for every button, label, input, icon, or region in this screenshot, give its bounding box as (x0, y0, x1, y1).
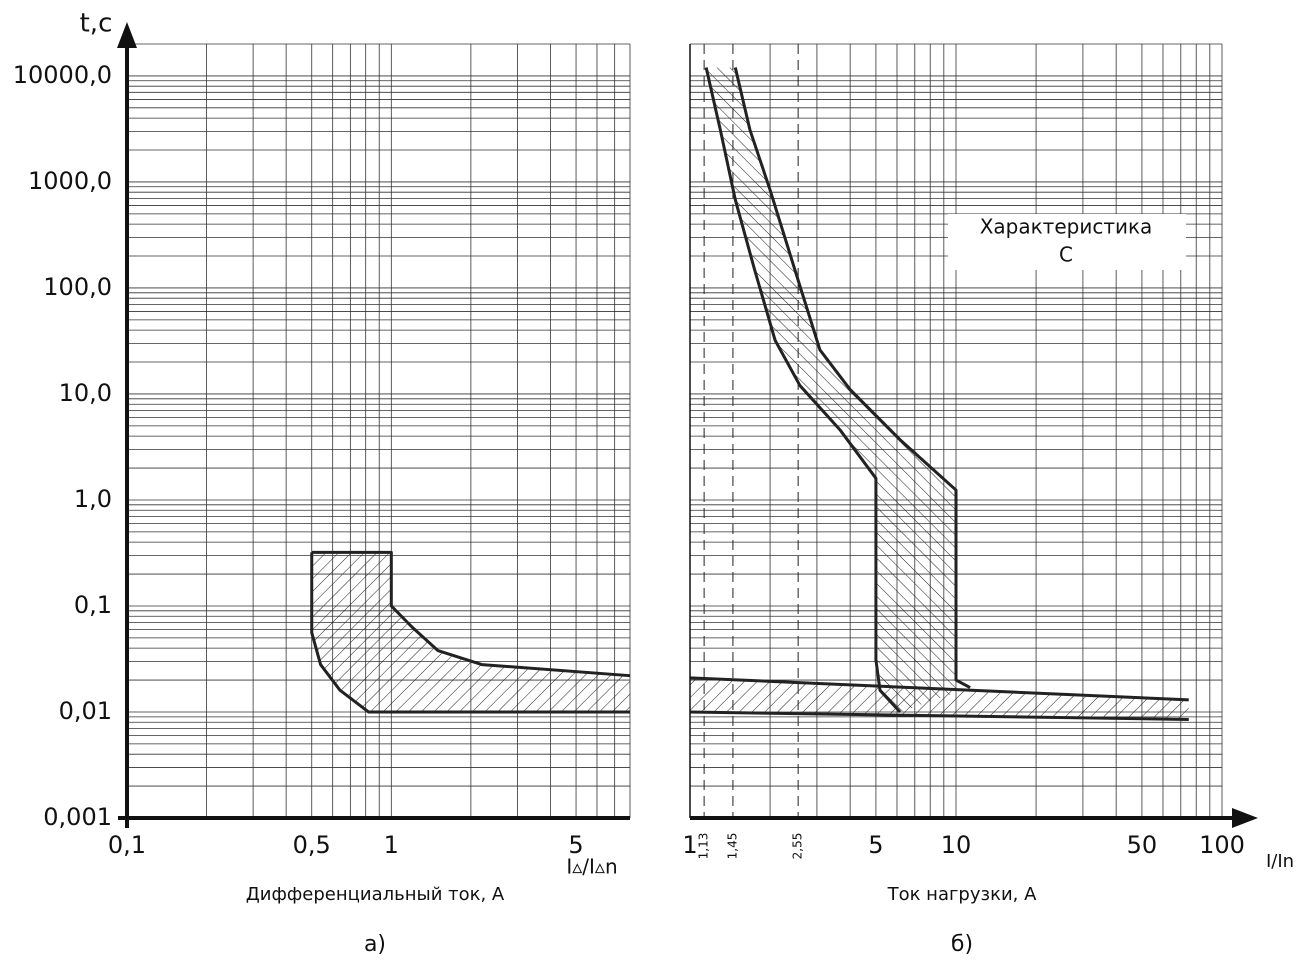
caption: б) (951, 932, 973, 957)
band-edge (310, 552, 630, 714)
y-tick-label: 0,1 (74, 591, 112, 619)
marker-label: 2,55 (791, 833, 805, 860)
marker-label: 1,13 (697, 833, 711, 860)
y-axis-label: t,c (80, 9, 113, 39)
x-axis-label: I/In (1266, 851, 1294, 872)
band-hatch (690, 677, 1189, 720)
x-tick-label: 10 (941, 831, 972, 859)
x-tick-label: 5 (868, 831, 883, 859)
marker-label: 1,45 (725, 833, 739, 860)
caption: а) (364, 932, 386, 957)
x-axis-label: I▵/I▵n (566, 855, 617, 879)
labels: t,c I▵/I▵n Дифференциальный ток, А а) I/… (13, 9, 1294, 958)
band-edge (704, 67, 902, 714)
y-tick-label: 10,0 (59, 379, 112, 407)
band-edge (311, 550, 631, 678)
axes (117, 22, 1258, 828)
y-tick-label: 1,0 (74, 485, 112, 513)
y-tick-label: 0,001 (43, 803, 112, 831)
y-tick-label: 100,0 (43, 273, 112, 301)
x-axis-arrow (1232, 808, 1258, 828)
x-tick-label: 1 (682, 831, 697, 859)
axis-title: Дифференциальный ток, А (246, 884, 505, 905)
data (310, 67, 1189, 721)
band-edge (733, 67, 971, 689)
annotation: C (1059, 243, 1073, 267)
y-tick-label: 10000,0 (13, 61, 112, 89)
annotation-box (948, 214, 1186, 270)
x-tick-label: 100 (1199, 831, 1245, 859)
band-edge (689, 710, 1189, 721)
x-tick-label: 50 (1127, 831, 1158, 859)
x-tick-label: 1 (384, 831, 399, 859)
band-edge (689, 676, 1189, 702)
band-hatch (706, 67, 971, 712)
y-axis-arrow (117, 22, 137, 48)
x-tick-label: 0,5 (293, 831, 331, 859)
annotation: Характеристика (980, 215, 1153, 239)
x-tick-label: 5 (568, 831, 583, 859)
x-tick-label: 0,1 (108, 831, 146, 859)
axis-title: Ток нагрузки, А (887, 884, 1038, 905)
y-tick-label: 1000,0 (28, 167, 112, 195)
y-tick-label: 0,01 (59, 697, 112, 725)
